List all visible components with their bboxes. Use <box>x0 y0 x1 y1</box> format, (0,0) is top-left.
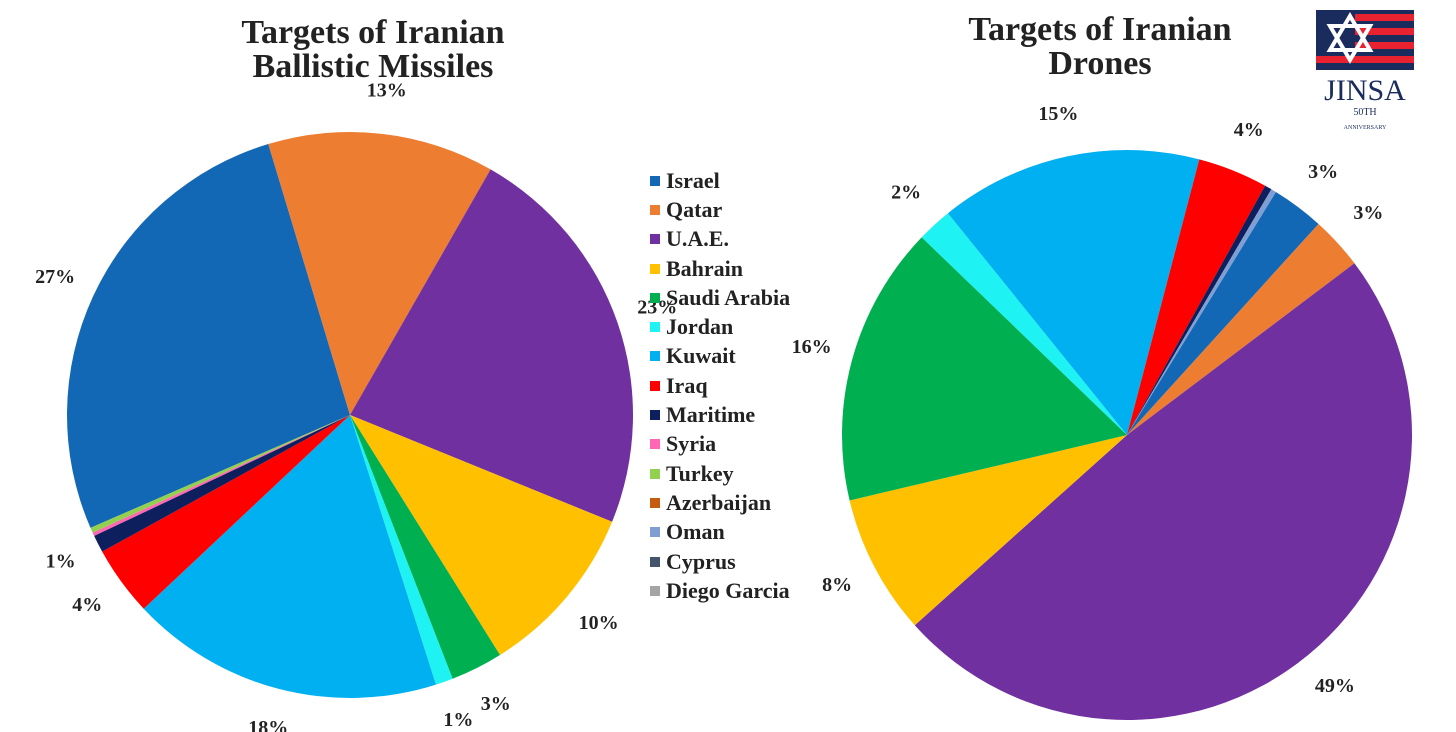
logo: JINSA 50TH ANNIVERSARY <box>1316 10 1414 131</box>
legend-swatch <box>650 527 660 538</box>
pie-slice <box>268 132 491 416</box>
value-label: 23% <box>637 297 677 319</box>
legend-swatch <box>650 263 660 274</box>
legend-swatch <box>650 322 660 333</box>
legend-swatch <box>650 234 660 245</box>
pie-slice <box>350 415 500 679</box>
legend-label: Iraq <box>666 372 708 398</box>
legend-swatch <box>650 556 660 567</box>
legend-item: Qatar <box>650 195 790 224</box>
value-label: 15% <box>1038 103 1078 125</box>
value-label: 3% <box>1353 202 1383 224</box>
value-label: 13% <box>367 80 407 102</box>
legend-item: Oman <box>650 518 790 547</box>
pie-slice <box>1127 189 1276 435</box>
legend-item: Kuwait <box>650 342 790 371</box>
legend-label: U.A.E. <box>666 226 729 252</box>
legend-item: Iraq <box>650 371 790 400</box>
pie-slice <box>143 415 436 699</box>
logo-stripe <box>1355 42 1414 49</box>
legend-swatch <box>650 351 660 362</box>
legend-item: Saudi Arabia <box>650 283 790 312</box>
legend-item: Diego Garcia <box>650 576 790 605</box>
logo-caption: ANNIVERSARY <box>1344 125 1387 131</box>
value-label: 1% <box>443 709 473 731</box>
value-label: 18% <box>248 717 288 732</box>
legend-swatch <box>650 585 660 596</box>
logo-stripe <box>1355 28 1414 35</box>
pie-slice <box>842 237 1127 501</box>
legend-item: Maritime <box>650 400 790 429</box>
legend-swatch <box>650 292 660 303</box>
pie-slice <box>849 435 1127 626</box>
legend-label: Azerbaijan <box>666 489 772 515</box>
legend-swatch <box>650 175 660 186</box>
pie-slice <box>90 415 351 528</box>
legend-label: Jordan <box>666 314 734 340</box>
value-label: 3% <box>1308 161 1338 183</box>
chart-title: Targets of Iranian Ballistic Missiles <box>241 14 505 85</box>
legend-swatch <box>650 204 660 215</box>
pie-slice <box>1127 191 1319 435</box>
pie-slice <box>350 415 453 685</box>
logo-star <box>1326 24 1374 64</box>
pie-slice <box>921 213 1127 435</box>
value-label: 4% <box>72 594 102 616</box>
legend-item: Jordan <box>650 312 790 341</box>
legend-item: Syria <box>650 430 790 459</box>
pie-slice <box>350 169 633 522</box>
legend-label: Diego Garcia <box>666 577 790 603</box>
pie-slice <box>1127 159 1266 435</box>
legend: Israel Qatar U.A.E. Bahrain Saudi Arabia Jord… <box>650 166 790 605</box>
legend-label: Qatar <box>666 196 723 222</box>
legend-label: Kuwait <box>666 343 736 369</box>
legend-item: Cyprus <box>650 547 790 576</box>
pie-slice <box>66 144 350 528</box>
pie-slice <box>914 263 1413 721</box>
logo-stripe <box>1316 56 1414 63</box>
legend-item: Bahrain <box>650 254 790 283</box>
pie-slice <box>92 415 350 536</box>
pie-slice <box>102 415 350 609</box>
legend-swatch <box>650 497 660 508</box>
legend-label: Syria <box>666 431 717 457</box>
logo-name: JINSA <box>1324 74 1406 107</box>
legend-swatch <box>650 380 660 391</box>
legend-item: Turkey <box>650 459 790 488</box>
value-label: 10% <box>579 612 619 634</box>
pie-slice <box>94 415 351 552</box>
legend-label: Maritime <box>666 402 756 428</box>
value-label: 4% <box>1234 119 1264 141</box>
legend-label: Turkey <box>666 460 734 486</box>
value-label: 2% <box>891 182 921 204</box>
logo-star <box>1326 12 1374 52</box>
pie-slice <box>947 150 1200 436</box>
pie-slice <box>90 415 351 533</box>
pie-slice <box>1127 223 1355 435</box>
value-label: 27% <box>35 266 75 288</box>
legend-swatch <box>650 410 660 421</box>
legend-swatch <box>650 468 660 479</box>
legend-label: Oman <box>666 519 725 545</box>
value-label: 16% <box>792 336 832 358</box>
legend-label: Israel <box>666 167 720 193</box>
legend-label: Saudi Arabia <box>666 284 791 310</box>
legend-item: U.A.E. <box>650 225 790 254</box>
legend-item: Azerbaijan <box>650 488 790 517</box>
legend-item: Israel <box>650 166 790 195</box>
legend-label: Cyprus <box>666 548 736 574</box>
chart-title: Targets of Iranian Drones <box>968 11 1232 82</box>
value-label: 8% <box>822 574 852 596</box>
value-label: 3% <box>481 693 511 715</box>
pie-slice <box>1127 185 1272 435</box>
logo-years: 50TH <box>1353 107 1376 118</box>
logo-stripe <box>1355 14 1414 21</box>
value-label: 1% <box>46 551 76 573</box>
value-label: 49% <box>1315 675 1355 697</box>
legend-swatch <box>650 439 660 450</box>
pie-slice <box>350 415 613 655</box>
legend-label: Bahrain <box>666 255 744 281</box>
